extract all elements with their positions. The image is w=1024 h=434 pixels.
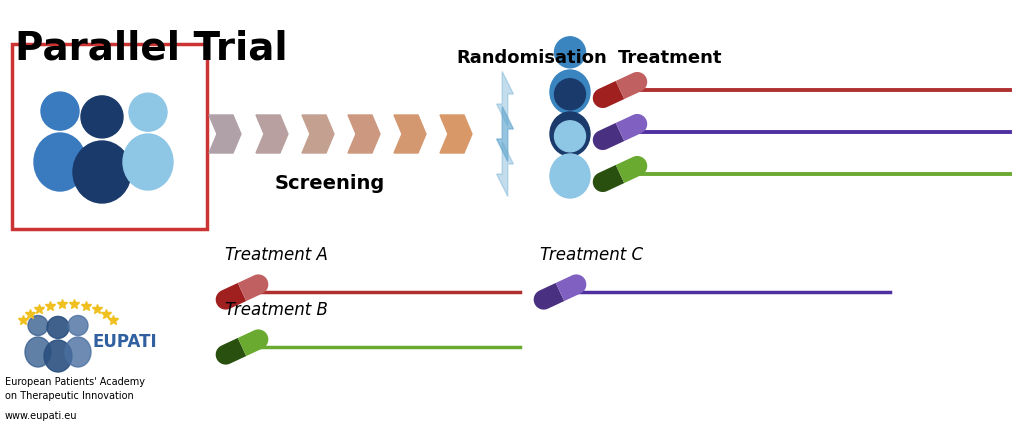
Polygon shape	[497, 72, 513, 126]
Text: on Therapeutic Innovation: on Therapeutic Innovation	[5, 391, 134, 401]
Circle shape	[555, 37, 586, 68]
Text: Randomisation: Randomisation	[457, 49, 607, 67]
Polygon shape	[238, 329, 268, 356]
Polygon shape	[216, 283, 246, 309]
Text: Treatment: Treatment	[617, 49, 722, 67]
Polygon shape	[348, 115, 380, 153]
Ellipse shape	[550, 112, 590, 156]
Text: Treatment B: Treatment B	[225, 301, 328, 319]
Ellipse shape	[25, 337, 51, 367]
FancyBboxPatch shape	[12, 44, 207, 229]
Ellipse shape	[65, 337, 91, 367]
Polygon shape	[209, 115, 241, 153]
Text: Treatment A: Treatment A	[225, 246, 328, 264]
Text: Parallel Trial: Parallel Trial	[15, 29, 288, 67]
Text: www.eupati.eu: www.eupati.eu	[5, 411, 78, 421]
Circle shape	[28, 316, 48, 335]
Text: Screening: Screening	[274, 174, 385, 193]
Circle shape	[68, 316, 88, 335]
Circle shape	[81, 96, 123, 138]
Circle shape	[555, 79, 586, 110]
Polygon shape	[216, 338, 246, 365]
Ellipse shape	[73, 141, 131, 203]
Polygon shape	[394, 115, 426, 153]
Ellipse shape	[550, 154, 590, 198]
Polygon shape	[302, 115, 334, 153]
Circle shape	[555, 121, 586, 152]
Circle shape	[47, 316, 69, 339]
Ellipse shape	[34, 133, 86, 191]
Polygon shape	[256, 115, 288, 153]
Polygon shape	[497, 141, 513, 197]
Text: Treatment C: Treatment C	[540, 246, 643, 264]
Polygon shape	[440, 115, 472, 153]
Circle shape	[129, 93, 167, 131]
Polygon shape	[593, 123, 625, 150]
Polygon shape	[534, 283, 564, 309]
Ellipse shape	[123, 134, 173, 190]
Ellipse shape	[44, 340, 72, 372]
Polygon shape	[238, 274, 268, 301]
Polygon shape	[497, 106, 513, 161]
Text: European Patients' Academy: European Patients' Academy	[5, 377, 145, 387]
Ellipse shape	[550, 70, 590, 114]
Circle shape	[41, 92, 79, 130]
Polygon shape	[556, 274, 587, 301]
Polygon shape	[593, 165, 625, 192]
Polygon shape	[615, 72, 647, 99]
Polygon shape	[615, 114, 647, 141]
Polygon shape	[615, 156, 647, 183]
Text: EUPATI: EUPATI	[92, 333, 157, 351]
Polygon shape	[593, 81, 625, 108]
